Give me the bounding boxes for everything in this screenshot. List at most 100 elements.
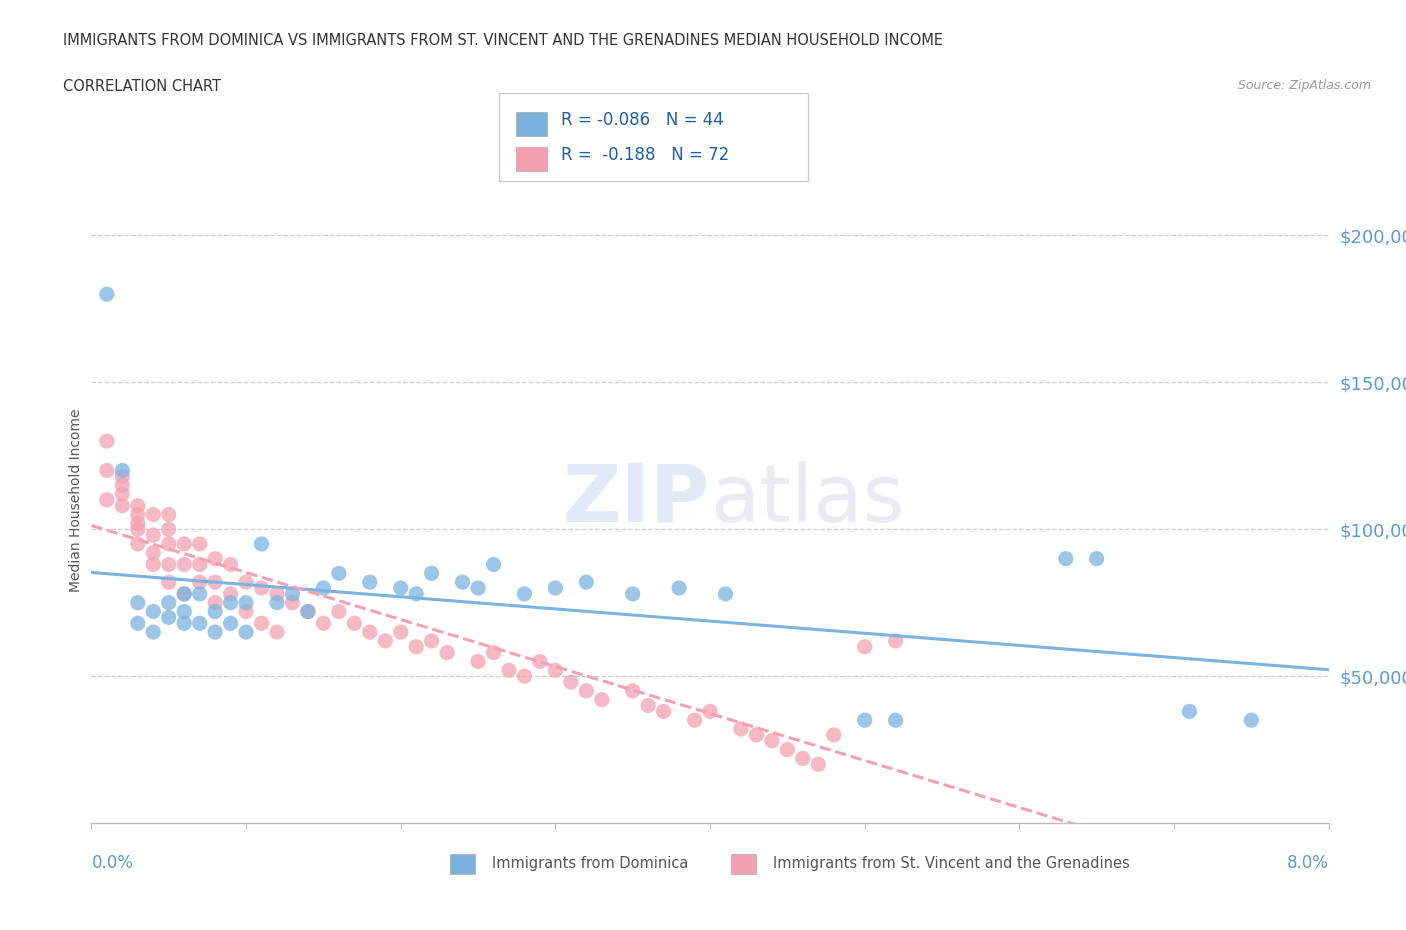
Point (745, 727, 768, 742)
Point (235, 604, 257, 619)
Point (127, 616, 149, 631)
Point (219, 587, 242, 602)
Point (637, 698, 659, 713)
Point (127, 595, 149, 610)
Point (389, 625, 412, 640)
Point (157, 537, 180, 551)
Point (96, 433, 118, 448)
Point (111, 498, 134, 513)
Point (266, 595, 288, 610)
Point (683, 712, 706, 727)
Text: Immigrants from St. Vincent and the Grenadines: Immigrants from St. Vincent and the Gren… (773, 857, 1130, 871)
Point (127, 507, 149, 522)
Point (884, 712, 907, 727)
Point (188, 616, 211, 631)
Point (884, 633, 907, 648)
Point (173, 587, 195, 602)
Point (219, 595, 242, 610)
Point (513, 669, 536, 684)
Point (420, 633, 443, 648)
Point (436, 645, 458, 660)
Point (157, 557, 180, 572)
Point (219, 557, 242, 572)
Point (111, 486, 134, 501)
Point (250, 537, 273, 551)
Point (853, 712, 876, 727)
Point (591, 692, 613, 707)
Point (668, 580, 690, 595)
Point (281, 587, 304, 602)
Point (420, 565, 443, 580)
Text: R =  -0.188   N = 72: R = -0.188 N = 72 (561, 146, 730, 164)
Text: 8.0%: 8.0% (1286, 854, 1329, 872)
Point (1085, 551, 1108, 566)
Point (235, 625, 257, 640)
Point (853, 639, 876, 654)
Point (498, 663, 520, 678)
Point (1240, 712, 1263, 727)
Point (235, 595, 257, 610)
Point (157, 575, 180, 590)
Point (575, 575, 598, 590)
Point (467, 654, 489, 669)
Point (188, 557, 211, 572)
Point (111, 469, 134, 484)
Point (529, 654, 551, 669)
Point (173, 587, 195, 602)
Point (652, 704, 675, 719)
Text: CORRELATION CHART: CORRELATION CHART (63, 79, 221, 94)
Point (157, 507, 180, 522)
Point (1054, 551, 1077, 566)
Point (621, 684, 644, 698)
Point (482, 557, 505, 572)
Point (188, 587, 211, 602)
Point (142, 604, 165, 619)
Point (142, 507, 165, 522)
Point (374, 633, 396, 648)
Point (297, 604, 319, 619)
Point (1178, 704, 1201, 719)
Point (204, 551, 226, 566)
Text: R = -0.086   N = 44: R = -0.086 N = 44 (561, 111, 724, 128)
Point (142, 527, 165, 542)
Point (96, 493, 118, 508)
Point (560, 674, 582, 689)
Point (823, 727, 845, 742)
Point (157, 595, 180, 610)
Text: Immigrants from Dominica: Immigrants from Dominica (492, 857, 689, 871)
Point (730, 722, 752, 737)
Point (281, 595, 304, 610)
Point (142, 545, 165, 560)
Point (328, 604, 350, 619)
Point (714, 587, 737, 602)
Point (204, 604, 226, 619)
Point (188, 537, 211, 551)
Y-axis label: Median Household Income: Median Household Income (69, 408, 83, 591)
Point (96, 286, 118, 301)
Point (761, 734, 783, 749)
Point (482, 645, 505, 660)
Point (343, 616, 366, 631)
Text: 0.0%: 0.0% (91, 854, 134, 872)
Point (389, 580, 412, 595)
Point (219, 616, 242, 631)
Point (127, 522, 149, 537)
Point (173, 616, 195, 631)
Point (250, 580, 273, 595)
Text: atlas: atlas (710, 461, 904, 538)
Point (405, 587, 427, 602)
Point (451, 575, 474, 590)
Point (621, 587, 644, 602)
Point (792, 751, 814, 766)
Point (204, 625, 226, 640)
Point (142, 557, 165, 572)
Point (266, 625, 288, 640)
Point (127, 498, 149, 513)
Point (188, 575, 211, 590)
Point (111, 478, 134, 493)
Point (235, 575, 257, 590)
Point (544, 663, 567, 678)
Point (96, 463, 118, 478)
Point (575, 684, 598, 698)
Point (359, 625, 381, 640)
